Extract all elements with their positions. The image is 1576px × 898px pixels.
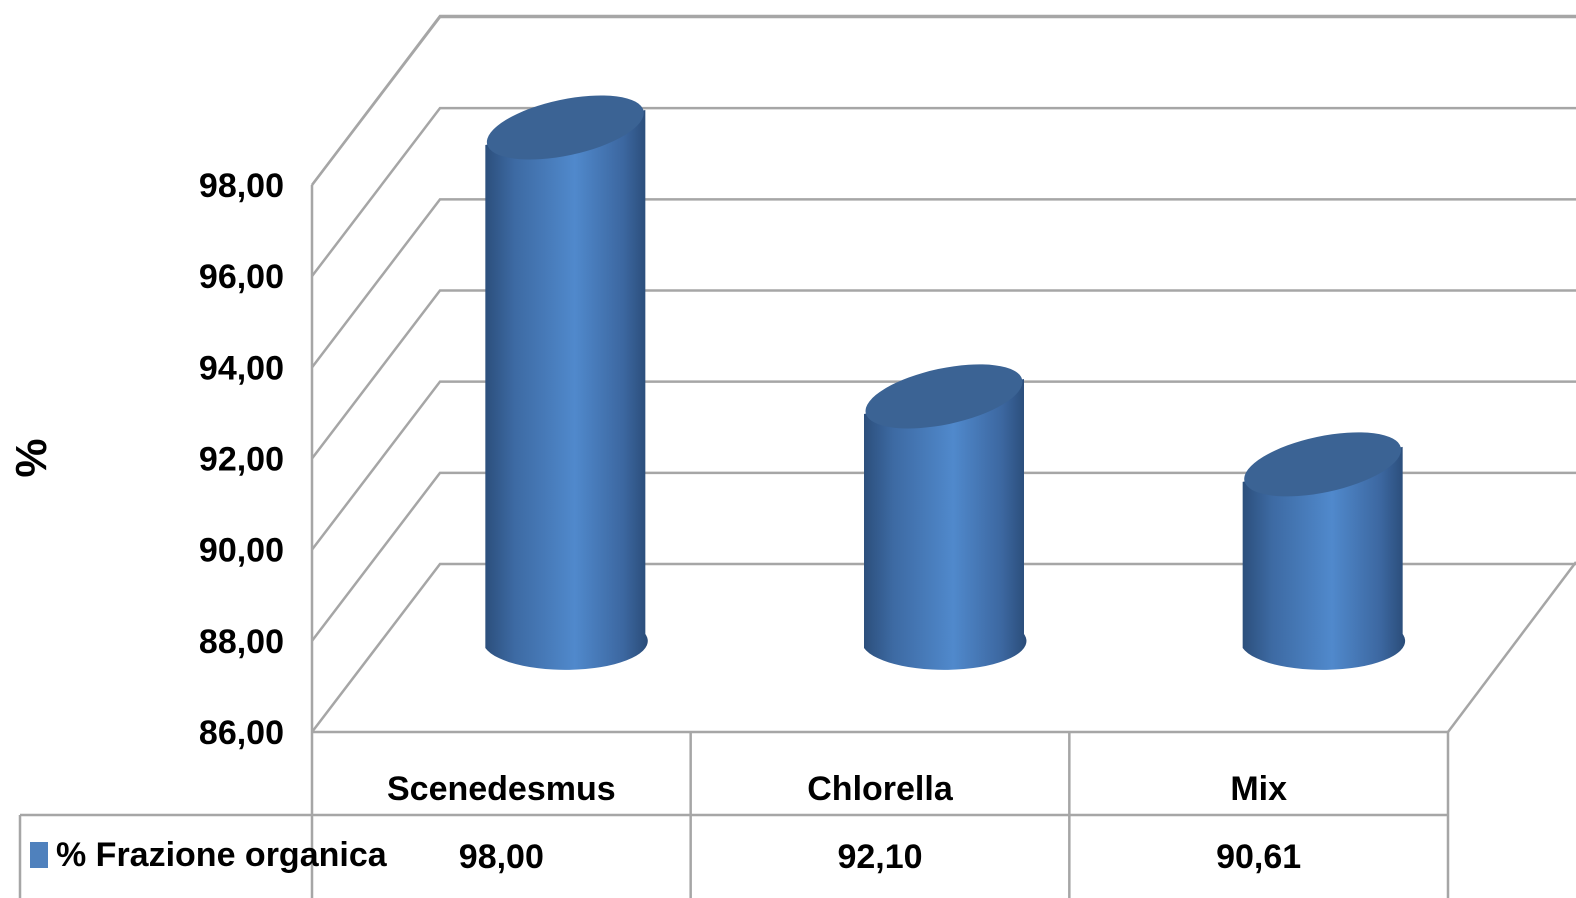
gridline <box>311 106 1576 277</box>
data-table-value: 98,00 <box>459 838 544 876</box>
y-axis-ticks: 86,00 88,00 90,00 92,00 94,00 96,00 98,00 <box>199 167 284 752</box>
legend-series-name: % Frazione organica <box>56 836 388 874</box>
x-category-label: Scenedesmus <box>387 770 616 808</box>
floor-right-edge <box>1447 561 1576 733</box>
gridline <box>311 562 1576 733</box>
data-table <box>18 732 1450 898</box>
y-tick-label: 98,00 <box>199 167 284 205</box>
bar-top <box>1244 432 1402 497</box>
bar <box>1242 432 1406 670</box>
bar-body <box>864 378 1027 670</box>
gridlines <box>311 15 1576 733</box>
gridline <box>311 15 1576 186</box>
bar-top <box>865 364 1023 429</box>
gridline <box>311 289 1576 460</box>
bar-top <box>486 95 644 160</box>
bar-body <box>485 110 648 670</box>
data-table-value: 92,10 <box>837 838 922 876</box>
y-tick-label: 88,00 <box>199 623 284 661</box>
y-tick-label: 96,00 <box>199 258 284 296</box>
data-table-value: 90,61 <box>1216 838 1301 876</box>
bar-body <box>1242 446 1406 670</box>
gridline <box>311 380 1576 551</box>
gridline <box>311 198 1576 369</box>
y-tick-label: 86,00 <box>199 714 284 752</box>
x-category-label: Mix <box>1230 770 1287 808</box>
y-tick-label: 90,00 <box>199 532 284 570</box>
bars <box>485 95 1406 670</box>
bar <box>485 95 648 670</box>
y-tick-label: 94,00 <box>199 349 284 387</box>
legend-swatch <box>30 842 48 868</box>
x-category-label: Chlorella <box>807 770 954 808</box>
y-axis-label: % <box>7 438 56 477</box>
data-table-text: Scenedesmus 98,00 Chlorella 92,10 Mix 90,61 % … <box>30 770 1301 876</box>
y-tick-label: 92,00 <box>199 441 284 479</box>
bar <box>864 364 1027 670</box>
gridline <box>311 471 1576 642</box>
